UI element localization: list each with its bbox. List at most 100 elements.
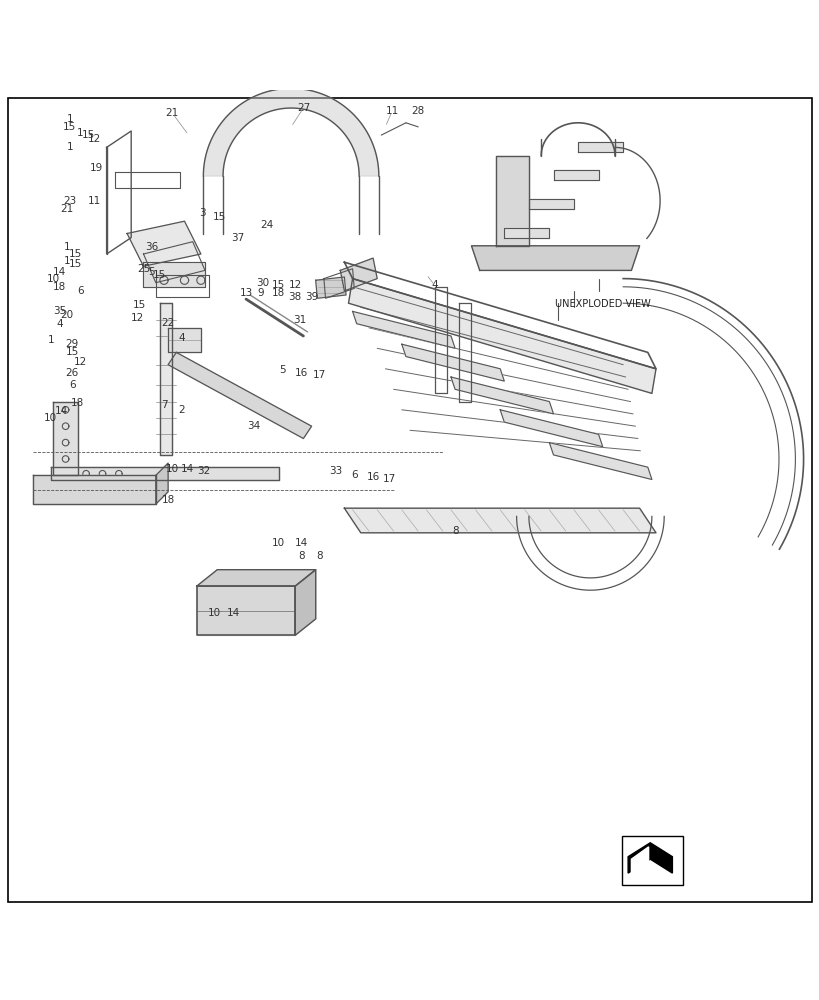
Polygon shape	[450, 377, 553, 414]
Polygon shape	[495, 156, 528, 246]
Polygon shape	[51, 467, 278, 480]
Text: 28: 28	[411, 106, 424, 116]
Text: 1: 1	[66, 142, 73, 152]
Text: 1: 1	[48, 335, 54, 345]
Text: 14: 14	[227, 608, 240, 618]
Polygon shape	[203, 88, 378, 176]
Text: 38: 38	[288, 292, 301, 302]
Text: 22: 22	[161, 318, 174, 328]
Text: 10: 10	[208, 608, 221, 618]
Text: 15: 15	[69, 249, 82, 259]
Text: 12: 12	[131, 313, 144, 323]
Text: 31: 31	[292, 315, 305, 325]
Text: 8: 8	[316, 551, 323, 561]
Text: 11: 11	[385, 106, 398, 116]
Text: 4: 4	[179, 333, 185, 343]
Polygon shape	[627, 843, 672, 873]
Text: 15: 15	[82, 130, 95, 140]
Text: 10: 10	[47, 274, 60, 284]
Text: 15: 15	[69, 259, 82, 269]
Text: 18: 18	[71, 398, 84, 408]
Text: 8: 8	[298, 551, 305, 561]
Text: 7: 7	[161, 400, 167, 410]
Text: 18: 18	[161, 495, 174, 505]
Bar	[621, 836, 682, 885]
Polygon shape	[168, 328, 201, 352]
Polygon shape	[53, 402, 78, 475]
Text: 15: 15	[213, 212, 226, 222]
Text: 24: 24	[260, 220, 273, 230]
Text: 14: 14	[52, 267, 66, 277]
Text: 18: 18	[272, 288, 285, 298]
Text: 35: 35	[53, 306, 66, 316]
Text: 1: 1	[64, 242, 70, 252]
Text: 10: 10	[44, 413, 57, 423]
Text: 33: 33	[329, 466, 342, 476]
Text: 6: 6	[69, 380, 75, 390]
Polygon shape	[143, 262, 205, 287]
Polygon shape	[577, 142, 622, 152]
Polygon shape	[471, 246, 639, 270]
Text: 12: 12	[88, 134, 101, 144]
Polygon shape	[197, 570, 315, 586]
Polygon shape	[344, 508, 655, 533]
Text: 37: 37	[231, 233, 244, 243]
Text: 27: 27	[296, 103, 310, 113]
Polygon shape	[340, 258, 377, 291]
Text: 9: 9	[257, 288, 264, 298]
Text: 20: 20	[61, 310, 74, 320]
Text: 29: 29	[66, 339, 79, 349]
Text: 15: 15	[133, 300, 146, 310]
Text: 4: 4	[431, 280, 437, 290]
Polygon shape	[352, 311, 455, 348]
Text: 6: 6	[351, 470, 357, 480]
Text: 6: 6	[77, 286, 84, 296]
Polygon shape	[549, 443, 651, 480]
Text: 15: 15	[66, 347, 79, 357]
Text: 15: 15	[272, 280, 285, 290]
Text: 15: 15	[153, 270, 166, 280]
Text: 14: 14	[55, 406, 68, 416]
Text: 5: 5	[148, 267, 155, 277]
Text: 16: 16	[366, 472, 379, 482]
Polygon shape	[156, 463, 168, 504]
Text: 16: 16	[295, 368, 308, 378]
Text: 8: 8	[451, 526, 458, 536]
Text: 34: 34	[247, 421, 260, 431]
Polygon shape	[295, 570, 315, 635]
Text: 10: 10	[165, 464, 179, 474]
Polygon shape	[504, 228, 549, 238]
Text: 21: 21	[165, 108, 179, 118]
Polygon shape	[160, 303, 172, 455]
Text: 12: 12	[74, 357, 87, 367]
Polygon shape	[315, 277, 346, 298]
Polygon shape	[401, 344, 504, 381]
Text: 3: 3	[199, 208, 206, 218]
Text: 25: 25	[137, 264, 150, 274]
Polygon shape	[33, 475, 156, 504]
Text: 32: 32	[197, 466, 210, 476]
Text: 14: 14	[295, 538, 308, 548]
Text: 18: 18	[52, 282, 66, 292]
Text: 19: 19	[89, 163, 102, 173]
Text: 2: 2	[179, 405, 185, 415]
Text: UNEXPLODED VIEW: UNEXPLODED VIEW	[554, 299, 649, 309]
Text: 23: 23	[63, 196, 76, 206]
Polygon shape	[348, 279, 655, 393]
Polygon shape	[127, 221, 201, 266]
Text: 26: 26	[66, 368, 79, 378]
Polygon shape	[500, 410, 602, 447]
Text: 21: 21	[61, 204, 74, 214]
Text: 30: 30	[256, 278, 269, 288]
Polygon shape	[168, 352, 311, 439]
Text: 12: 12	[288, 280, 301, 290]
Polygon shape	[553, 170, 598, 180]
Polygon shape	[528, 199, 573, 209]
Text: 1: 1	[64, 256, 70, 266]
Text: 11: 11	[88, 196, 101, 206]
Polygon shape	[631, 847, 648, 877]
Text: 36: 36	[145, 242, 158, 252]
Text: 1: 1	[77, 128, 84, 138]
Text: 5: 5	[279, 365, 286, 375]
Text: 39: 39	[305, 292, 318, 302]
